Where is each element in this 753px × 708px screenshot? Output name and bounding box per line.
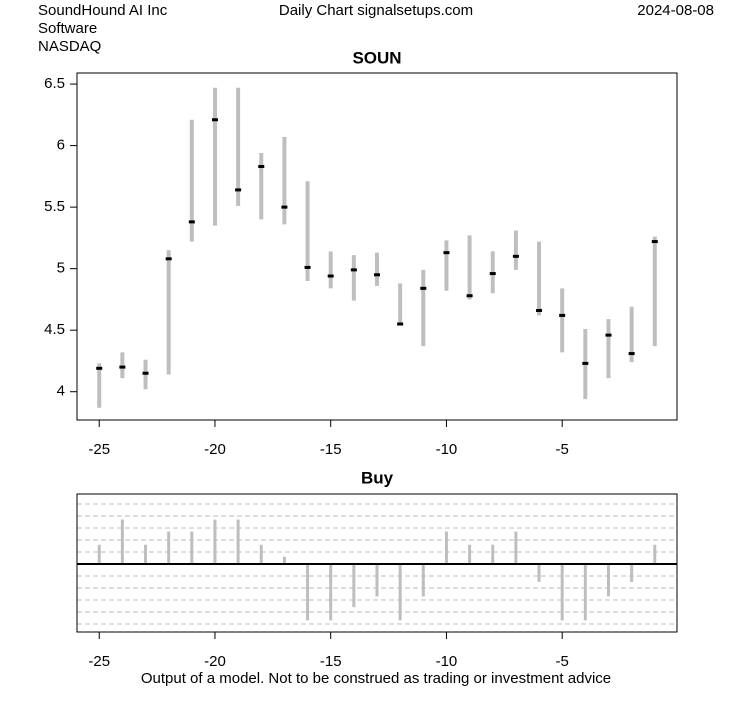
- x-tick-label: -25: [88, 653, 110, 670]
- panel-title: SOUN: [352, 48, 401, 67]
- close-marker: [559, 313, 566, 317]
- disclaimer: Output of a model. Not to be construed a…: [141, 670, 611, 687]
- close-marker: [466, 294, 473, 298]
- company: SoundHound AI Inc: [38, 2, 168, 19]
- x-tick-label: -20: [204, 653, 226, 670]
- close-marker: [397, 322, 404, 326]
- close-marker: [605, 333, 612, 337]
- close-marker: [350, 268, 357, 272]
- y-tick-label: 6: [57, 137, 65, 154]
- y-tick-label: 6.5: [44, 75, 65, 92]
- y-tick-label: 4.5: [44, 321, 65, 338]
- close-marker: [582, 361, 589, 365]
- x-tick-label: -20: [204, 441, 226, 458]
- close-marker: [628, 352, 635, 356]
- close-marker: [211, 118, 218, 122]
- plot-frame: [76, 72, 678, 421]
- close-marker: [258, 165, 265, 169]
- x-tick-label: -10: [436, 653, 458, 670]
- close-marker: [188, 220, 195, 224]
- x-tick-label: -10: [436, 441, 458, 458]
- close-marker: [165, 257, 172, 261]
- close-marker: [489, 272, 496, 276]
- plot-frame: [76, 493, 678, 633]
- x-tick-label: -5: [556, 441, 569, 458]
- sector: Software: [38, 20, 97, 37]
- close-marker: [536, 308, 543, 312]
- y-tick-label: 5: [57, 260, 65, 277]
- close-marker: [96, 366, 103, 370]
- panel-title: Buy: [361, 468, 394, 487]
- close-marker: [512, 254, 519, 258]
- source: Daily Chart signalsetups.com: [279, 2, 473, 19]
- y-tick-label: 4: [57, 383, 65, 400]
- exchange: NASDAQ: [38, 38, 101, 55]
- x-tick-label: -15: [320, 441, 342, 458]
- x-tick-label: -15: [320, 653, 342, 670]
- close-marker: [281, 205, 288, 209]
- close-marker: [304, 265, 311, 269]
- close-marker: [443, 251, 450, 255]
- y-tick-label: 5.5: [44, 198, 65, 215]
- date: 2024-08-08: [637, 2, 714, 19]
- close-marker: [374, 273, 380, 277]
- close-marker: [142, 371, 149, 375]
- close-marker: [119, 365, 126, 369]
- close-marker: [327, 274, 334, 278]
- close-marker: [235, 188, 242, 192]
- x-tick-label: -25: [88, 441, 110, 458]
- close-marker: [651, 240, 658, 244]
- close-marker: [420, 286, 427, 290]
- x-tick-label: -5: [556, 653, 569, 670]
